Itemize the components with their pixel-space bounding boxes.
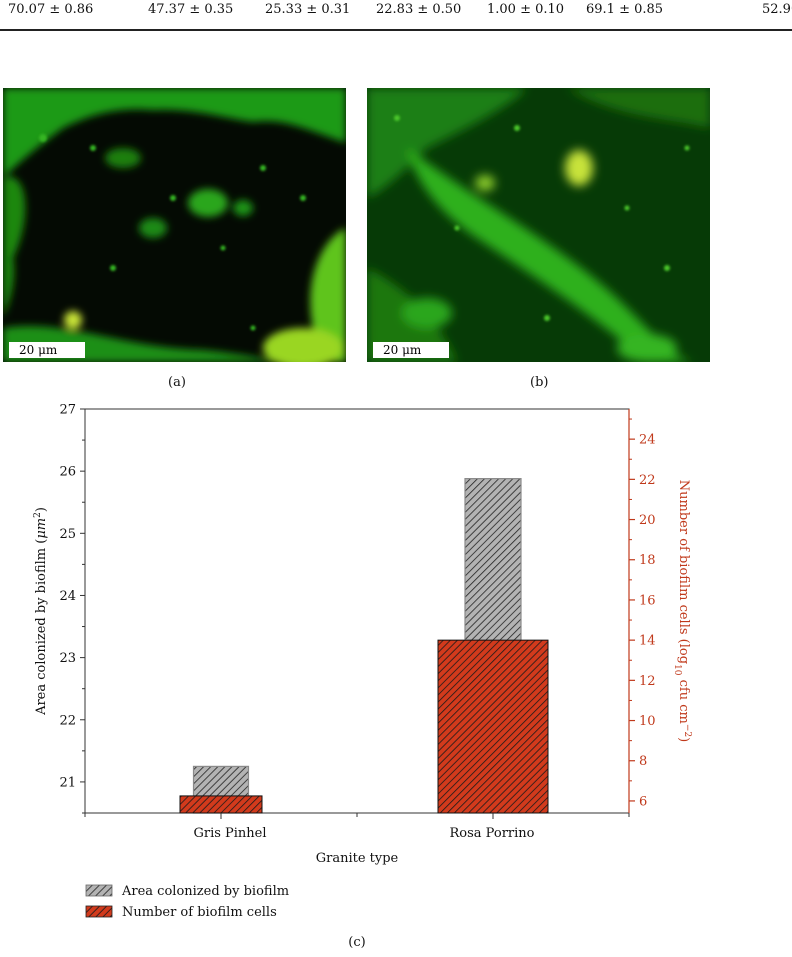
right-tick-label: 20: [639, 513, 656, 528]
right-tick-label: 16: [639, 593, 656, 608]
table-cell: 52.90: [762, 2, 792, 17]
table-row: 70.07 ± 0.86 47.37 ± 0.35 25.33 ± 0.31 2…: [0, 0, 792, 22]
x-tick-label: Rosa Porrino: [449, 826, 534, 841]
legend-label-area: Area colonized by biofilm: [121, 884, 289, 899]
panel-c-caption: (c): [348, 935, 365, 950]
panel-a-caption: (a): [168, 375, 186, 390]
left-tick-label: 25: [59, 527, 76, 542]
left-axis-ticks: 21 22 23 24 25 26 27: [59, 403, 85, 814]
legend-swatch-cells: [85, 905, 113, 918]
right-tick-label: 14: [639, 634, 656, 649]
table-cell: 22.83 ± 0.50: [376, 2, 462, 17]
left-tick-label: 23: [59, 651, 76, 666]
x-tick-label: Gris Pinhel: [193, 826, 266, 841]
right-axis-label: Number of biofilm cells (log10 cfu cm−2): [672, 480, 692, 742]
bar-biofilm-cells: [179, 795, 263, 814]
left-tick-label: 22: [59, 713, 76, 728]
left-tick-label: 26: [59, 465, 76, 480]
right-tick-label: 12: [639, 674, 656, 689]
x-axis-ticks: [84, 813, 630, 819]
right-tick-label: 6: [639, 794, 647, 809]
right-tick-label: 18: [639, 553, 656, 568]
biofilm-chart: 21 22 23 24 25 26 27 6 8 10 12 14 16 18 20 22 24 Gris P…: [33, 403, 692, 951]
right-tick-label: 24: [639, 433, 656, 448]
left-tick-label: 27: [59, 403, 76, 418]
right-tick-label: 8: [639, 754, 647, 769]
table-bottom-rule: [0, 29, 792, 31]
panel-b-caption: (b): [530, 375, 549, 390]
table-cell: 25.33 ± 0.31: [265, 2, 351, 17]
bars: [179, 478, 549, 814]
table-cell: 47.37 ± 0.35: [148, 2, 234, 17]
left-tick-label: 21: [59, 775, 76, 790]
legend-swatch-area: [85, 884, 113, 897]
scale-bar-b: 20 μm: [373, 342, 449, 358]
bar-biofilm-cells: [437, 639, 549, 814]
right-tick-label: 22: [639, 473, 656, 488]
x-axis-label: Granite type: [316, 851, 399, 866]
right-tick-label: 10: [639, 714, 656, 729]
scale-bar-a: 20 μm: [9, 342, 85, 358]
micrograph-a: 20 μm: [3, 88, 346, 362]
legend-label-cells: Number of biofilm cells: [122, 905, 277, 920]
table-cell: 1.00 ± 0.10: [487, 2, 565, 17]
right-axis-ticks: 6 8 10 12 14 16 18 20 22 24: [629, 418, 656, 809]
table-cell: 70.07 ± 0.86: [8, 2, 94, 17]
micrograph-b-image: [367, 88, 710, 362]
left-tick-label: 24: [59, 589, 76, 604]
micrograph-b: 20 μm: [367, 88, 710, 362]
table-cell: 69.1 ± 0.85: [586, 2, 664, 17]
micrograph-a-image: [3, 88, 346, 362]
left-axis-label: Area colonized by biofilm (μm2): [33, 507, 49, 716]
